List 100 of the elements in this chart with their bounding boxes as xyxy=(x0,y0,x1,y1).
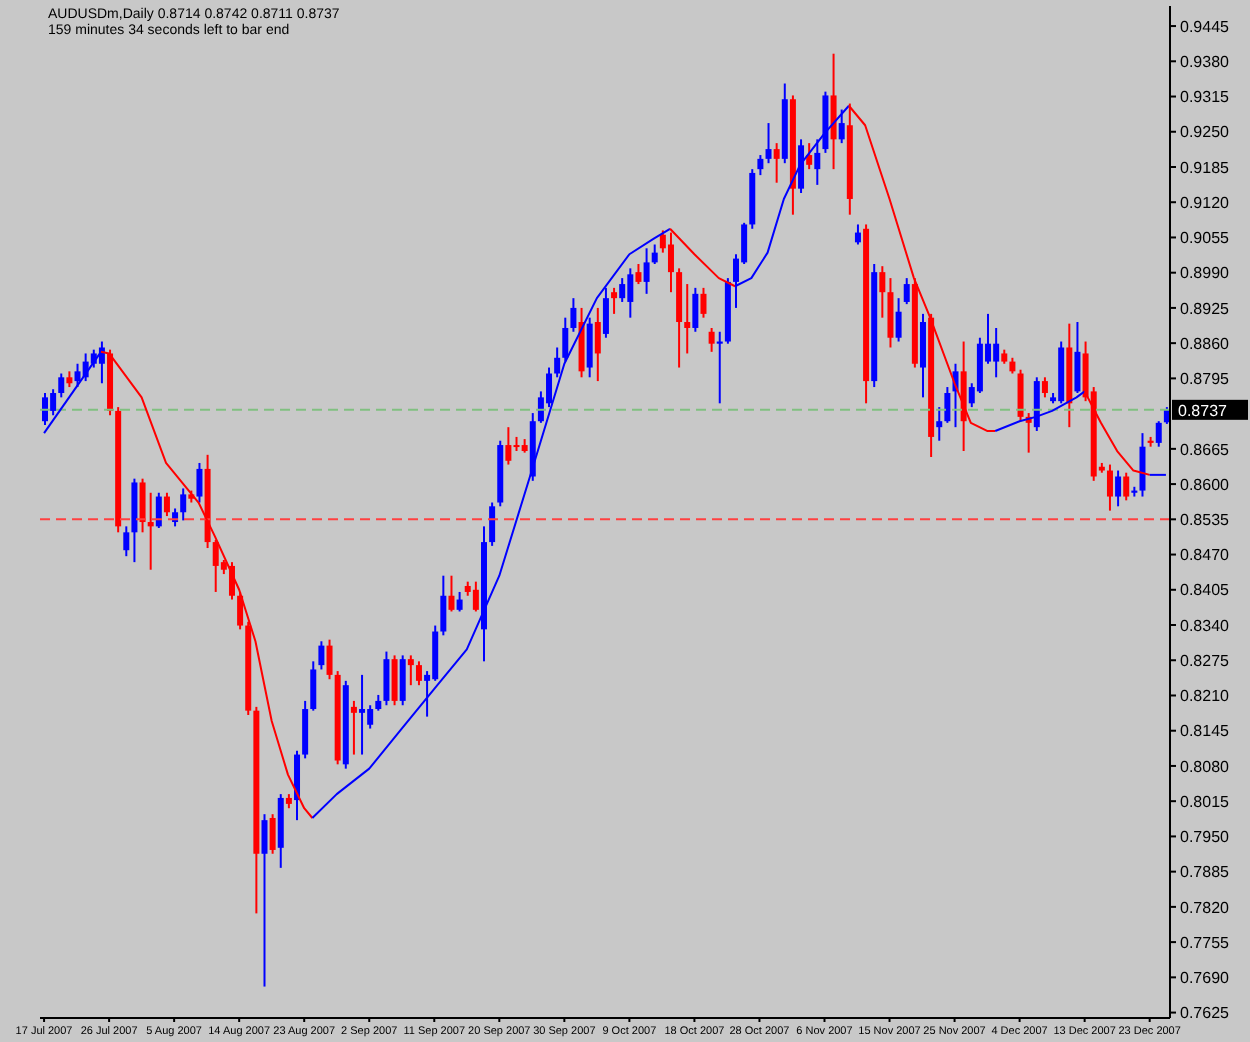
candlestick xyxy=(391,654,398,707)
y-tick-label: 0.8860 xyxy=(1180,334,1231,353)
candlestick xyxy=(757,154,764,177)
candlestick xyxy=(180,487,187,522)
candlestick xyxy=(196,461,203,504)
candlestick xyxy=(302,699,309,760)
y-tick-label: 0.7625 xyxy=(1180,1004,1231,1023)
candlestick xyxy=(814,138,821,186)
y-tick-label: 0.9445 xyxy=(1180,17,1231,36)
candlestick xyxy=(976,336,983,395)
candlestick xyxy=(602,286,609,339)
candlestick xyxy=(261,813,268,988)
candlestick xyxy=(1017,368,1024,423)
y-tick-label: 0.8925 xyxy=(1180,299,1231,318)
candlestick xyxy=(854,223,861,246)
candlestick xyxy=(359,673,366,756)
candlestick xyxy=(635,263,642,286)
candlestick xyxy=(74,362,81,389)
candlestick xyxy=(212,538,219,593)
y-tick-label: 0.8210 xyxy=(1180,687,1231,706)
candlestick xyxy=(586,316,593,379)
candlestick xyxy=(489,501,496,547)
candlestick xyxy=(505,426,512,466)
candlestick xyxy=(887,277,894,349)
y-tick-label: 0.8600 xyxy=(1180,475,1231,494)
y-tick-label: 0.8275 xyxy=(1180,651,1231,670)
candlestick xyxy=(611,286,618,315)
candlestick xyxy=(440,574,447,637)
candlestick xyxy=(318,640,325,671)
candlestick xyxy=(415,660,422,687)
y-tick-label: 0.7755 xyxy=(1180,933,1231,952)
candlestick xyxy=(1123,471,1130,502)
y-tick-label: 0.8990 xyxy=(1180,264,1231,283)
y-tick-label: 0.7690 xyxy=(1180,969,1231,988)
y-tick-label: 0.9120 xyxy=(1180,193,1231,212)
candlestick xyxy=(627,267,634,319)
candlestick xyxy=(456,590,463,613)
candlestick xyxy=(773,142,780,184)
candlestick xyxy=(944,386,951,424)
candlestick xyxy=(936,406,943,442)
candlestick xyxy=(139,477,146,534)
candlestick xyxy=(879,265,886,319)
candlestick xyxy=(472,580,479,613)
y-tick-label: 0.8080 xyxy=(1180,757,1231,776)
candlestick xyxy=(383,650,390,707)
candlestick xyxy=(562,316,569,363)
y-tick-label: 0.9380 xyxy=(1180,52,1231,71)
y-tick-label: 0.9055 xyxy=(1180,229,1231,248)
candlestick xyxy=(163,491,170,518)
y-tick-label: 0.8665 xyxy=(1180,440,1231,459)
candlestick xyxy=(692,286,699,333)
candlestick xyxy=(765,122,772,165)
candlestick xyxy=(594,306,601,383)
candlestick xyxy=(651,243,658,266)
candlestick xyxy=(903,277,910,306)
candlestick xyxy=(1139,432,1146,498)
candlestick xyxy=(830,52,837,171)
y-tick-label: 0.8795 xyxy=(1180,370,1231,389)
candlestick xyxy=(448,574,455,613)
candlestick xyxy=(716,330,723,405)
candlestick xyxy=(399,654,406,707)
ref-line-label: 0.8737 xyxy=(1178,401,1229,420)
candlestick xyxy=(619,277,626,303)
candlestick xyxy=(350,699,357,756)
y-tick-label: 0.8015 xyxy=(1180,792,1231,811)
candlestick xyxy=(155,491,162,529)
candlestick xyxy=(554,346,561,379)
y-tick-label: 0.8405 xyxy=(1180,581,1231,600)
candlestick xyxy=(1155,420,1162,448)
y-tick-label: 0.9315 xyxy=(1180,88,1231,107)
line-series xyxy=(99,350,314,819)
line-series xyxy=(311,227,672,819)
candlestick xyxy=(310,660,317,712)
y-tick-label: 0.8340 xyxy=(1180,616,1231,635)
y-tick-label: 0.8470 xyxy=(1180,546,1231,565)
candlestick xyxy=(269,813,276,855)
candlestick xyxy=(237,590,244,631)
candlestick xyxy=(570,297,577,333)
y-tick-label: 0.8535 xyxy=(1180,511,1231,529)
candlestick xyxy=(1115,469,1122,508)
candlestick xyxy=(895,297,902,343)
candlestick xyxy=(643,247,650,295)
candlestick xyxy=(326,638,333,681)
candlestick xyxy=(798,138,805,195)
candlestick xyxy=(708,326,715,353)
y-tick-label: 0.9250 xyxy=(1180,123,1231,142)
y-tick-label: 0.7885 xyxy=(1180,863,1231,882)
candlestick xyxy=(432,624,439,682)
candlestick xyxy=(407,654,414,687)
candlestick xyxy=(700,286,707,319)
candlestick xyxy=(806,142,813,171)
candlestick xyxy=(123,525,130,558)
y-tick-label: 0.7820 xyxy=(1180,898,1231,917)
y-tick-label: 0.9185 xyxy=(1180,158,1231,177)
candlestick xyxy=(367,704,374,730)
candlestick xyxy=(993,326,1000,379)
candlestick xyxy=(50,388,57,417)
candlestick xyxy=(147,491,154,571)
candlestick xyxy=(919,312,926,399)
y-tick-label: 0.7950 xyxy=(1180,828,1231,847)
